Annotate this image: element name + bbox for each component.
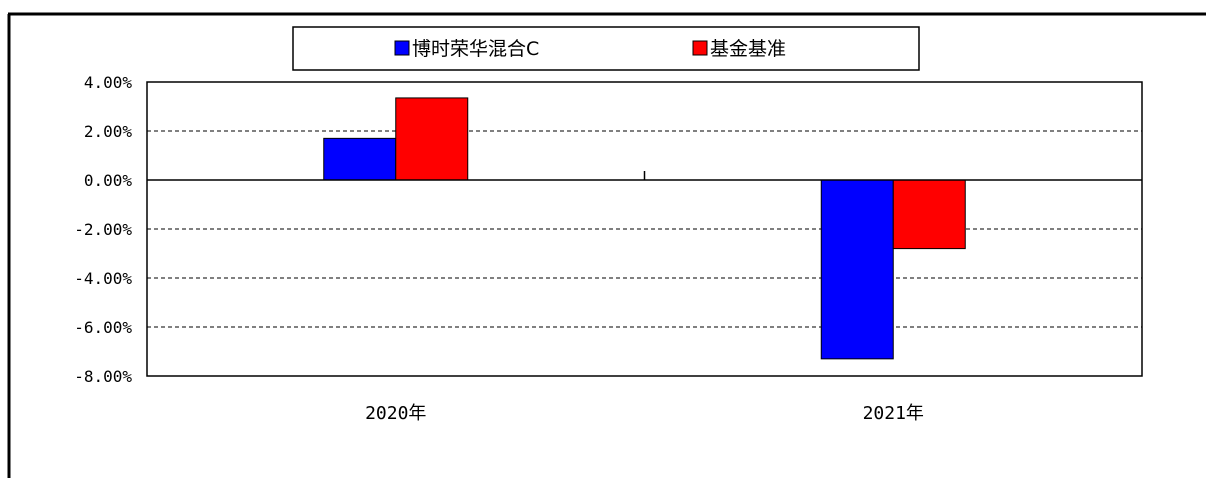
bar-2-1 xyxy=(395,97,469,181)
x-category-label: 2020年 xyxy=(365,403,426,424)
y-tick-label: 4.00% xyxy=(84,73,133,92)
legend-swatch-series-1 xyxy=(394,40,410,56)
legend-swatch-series-2 xyxy=(692,40,708,56)
legend-label-series-1: 博时荣华混合C xyxy=(412,38,539,60)
y-tick-label: -4.00% xyxy=(74,269,132,288)
legend: 博时荣华混合C 基金基准 xyxy=(292,26,920,71)
y-tick-label: -2.00% xyxy=(74,220,132,239)
bar-2-2 xyxy=(892,179,966,250)
gridlines xyxy=(147,130,1142,328)
axes xyxy=(147,171,1142,181)
bar-1-1 xyxy=(323,137,397,181)
bar-1-2 xyxy=(820,179,894,360)
y-tick-label: -6.00% xyxy=(74,318,132,337)
y-tick-label: 2.00% xyxy=(84,122,133,141)
y-tick-label: -8.00% xyxy=(74,367,132,386)
x-category-label: 2021年 xyxy=(863,403,924,424)
y-tick-label: 0.00% xyxy=(84,171,133,190)
x-axis-category-labels: 2020年 2021年 xyxy=(365,403,924,424)
legend-label-series-2: 基金基准 xyxy=(710,38,786,60)
bars xyxy=(323,97,966,360)
legend-box xyxy=(292,26,920,71)
y-axis-tick-labels: 4.00% 2.00% 0.00% -2.00% -4.00% -6.00% -8.00% xyxy=(74,73,132,386)
